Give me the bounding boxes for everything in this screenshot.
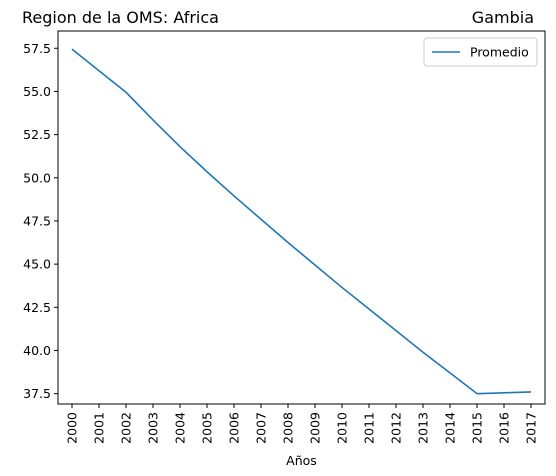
y-tick-label: 57.5 xyxy=(23,41,51,56)
y-tick-label: 40.0 xyxy=(23,343,51,358)
chart-title-right: Gambia xyxy=(471,8,534,27)
x-tick-label: 2013 xyxy=(416,412,431,444)
y-tick-label: 42.5 xyxy=(23,300,51,315)
legend-box xyxy=(423,37,538,67)
legend-label: Promedio xyxy=(470,45,529,60)
legend: Promedio xyxy=(423,37,538,67)
x-tick-label: 2000 xyxy=(65,412,80,444)
x-tick-label: 2003 xyxy=(146,412,161,444)
chart-title-left: Region de la OMS: Africa xyxy=(22,8,219,27)
x-tick-label: 2017 xyxy=(524,412,539,444)
y-tick-label: 50.0 xyxy=(23,170,51,185)
plot-frame xyxy=(57,30,546,405)
x-axis-label: Años xyxy=(286,453,317,468)
x-tick-label: 2008 xyxy=(281,412,296,444)
y-tick-label: 55.0 xyxy=(23,84,51,99)
x-tick-label: 2002 xyxy=(119,412,134,444)
x-tick-label: 2007 xyxy=(254,412,269,444)
x-tick-label: 2005 xyxy=(200,412,215,444)
x-tick-label: 2001 xyxy=(92,412,107,444)
x-tick-label: 2016 xyxy=(497,412,512,444)
x-tick-label: 2006 xyxy=(227,412,242,444)
x-tick-label: 2010 xyxy=(335,412,350,444)
x-tick-label: 2004 xyxy=(173,412,188,444)
y-tick-label: 37.5 xyxy=(23,386,51,401)
x-tick-label: 2015 xyxy=(470,412,485,444)
x-tick-label: 2012 xyxy=(389,412,404,444)
x-tick-label: 2011 xyxy=(362,412,377,444)
x-tick-label: 2014 xyxy=(443,412,458,444)
y-tick-label: 47.5 xyxy=(23,213,51,228)
x-tick-label: 2009 xyxy=(308,412,323,444)
series-line xyxy=(71,48,532,395)
y-tick-label: 52.5 xyxy=(23,127,51,142)
y-tick-label: 45.0 xyxy=(23,257,51,272)
